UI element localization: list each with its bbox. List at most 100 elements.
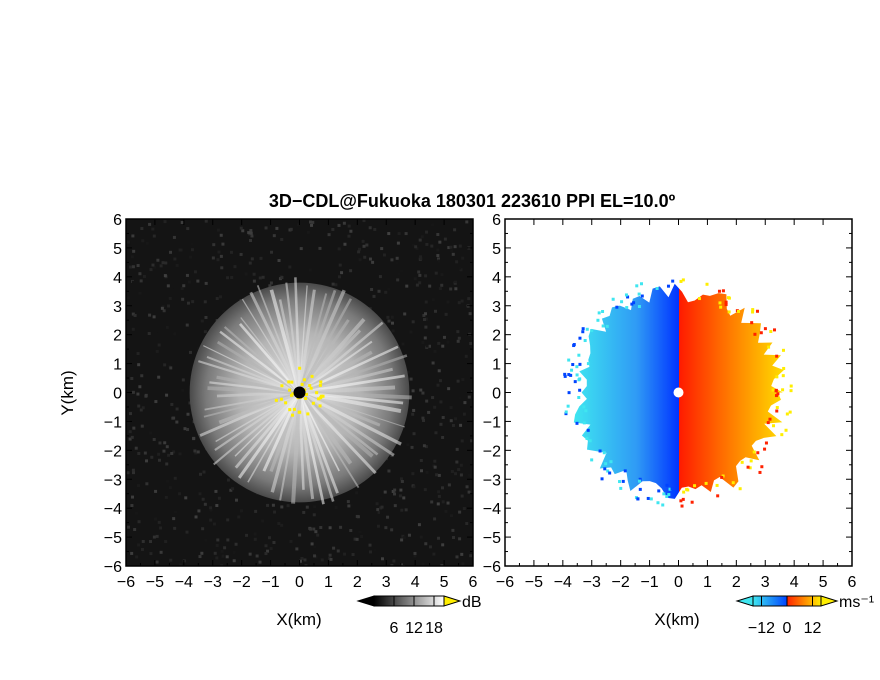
noise-cell [368,550,372,554]
high-snr-cell [302,378,306,382]
x-tick-label: 4 [411,574,420,591]
noise-cell [298,533,302,537]
noise-cell [152,437,156,441]
snr-streak [298,321,384,394]
noise-cell [269,281,273,285]
y-tick-label: −3 [483,472,501,489]
noise-cell [130,504,134,508]
velocity-cell [775,354,779,358]
noise-cell [216,258,220,262]
noise-cell [368,226,372,230]
high-snr-cell [288,408,292,412]
noise-cell [425,470,429,474]
velocity-cell [724,300,728,304]
noise-cell [430,500,434,504]
velocity-cell [603,467,607,471]
noise-cell [241,229,245,233]
noise-cell [196,450,200,454]
noise-cell [185,530,189,534]
noise-cell [204,281,208,285]
velocity-cell [750,321,754,325]
noise-cell [267,536,271,540]
noise-cell [387,322,391,326]
noise-cell [161,261,165,265]
noise-cell [154,329,158,333]
snr-radial-streaks [198,277,412,505]
noise-cell [289,539,293,543]
noise-cell [136,352,140,356]
y-tick-label: 1 [113,357,122,374]
x-tick-label: −6 [496,574,514,591]
noise-cell [172,450,176,454]
snr-streak [299,354,408,394]
noise-cell [221,242,225,246]
velocity-cell [625,306,629,310]
noise-cell [361,239,365,243]
noise-cell [338,263,342,267]
noise-cell [357,247,361,251]
noise-cell [173,526,177,530]
noise-cell [131,234,135,238]
x-tick-label: 2 [353,574,362,591]
velocity-cell [615,305,619,309]
noise-cell [463,401,467,405]
noise-cell [460,552,464,556]
noise-cell [425,399,429,403]
noise-cell [313,554,317,558]
noise-cell [165,393,169,397]
velocity-cell [582,405,586,409]
noise-cell [162,309,166,313]
noise-cell [347,504,351,508]
noise-cell [436,248,440,252]
right-colorbar-unit: ms⁻¹ [839,594,874,611]
y-tick-label: 2 [113,328,122,345]
noise-cell [204,315,208,319]
noise-cell [165,445,169,449]
velocity-cell [773,328,777,332]
noise-cell [277,522,281,526]
velocity-cell [578,377,582,381]
high-snr-cell [300,382,304,386]
noise-cell [172,235,176,239]
velocity-cell [606,469,610,473]
y-tick-label: −1 [104,414,122,431]
noise-cell [134,511,138,515]
noise-cell [347,224,351,228]
noise-cell [349,269,353,273]
noise-cell [458,510,462,514]
noise-cell [349,528,353,532]
velocity-cell [758,470,762,474]
y-tick-label: 0 [113,386,122,403]
noise-cell [406,443,410,447]
high-snr-cell [304,392,308,396]
noise-cell [233,265,237,269]
noise-cell [145,459,149,463]
noise-cell [153,265,157,269]
noise-cell [440,273,444,277]
noise-cell [172,517,176,521]
velocity-cell [751,308,755,312]
velocity-cell [586,428,590,432]
noise-cell [329,557,333,561]
velocity-cell [788,410,792,414]
snr-streak [294,277,301,393]
y-tick-label: −6 [104,559,122,576]
right-colorbar-high-extension [820,595,839,607]
noise-cell [380,505,384,509]
noise-cell [368,257,372,261]
noise-cell [351,553,355,557]
noise-cell [272,234,276,238]
snr-streak [298,289,316,393]
y-tick-label: 0 [492,386,501,403]
velocity-cell [705,282,709,286]
noise-cell [433,459,437,463]
noise-cell [130,241,134,245]
velocity-cell [657,489,661,493]
noise-cell [365,243,369,247]
noise-cell [355,491,359,495]
noise-cell [384,290,388,294]
snr-streak [249,291,301,394]
noise-cell [157,458,161,462]
noise-cell [157,375,161,379]
